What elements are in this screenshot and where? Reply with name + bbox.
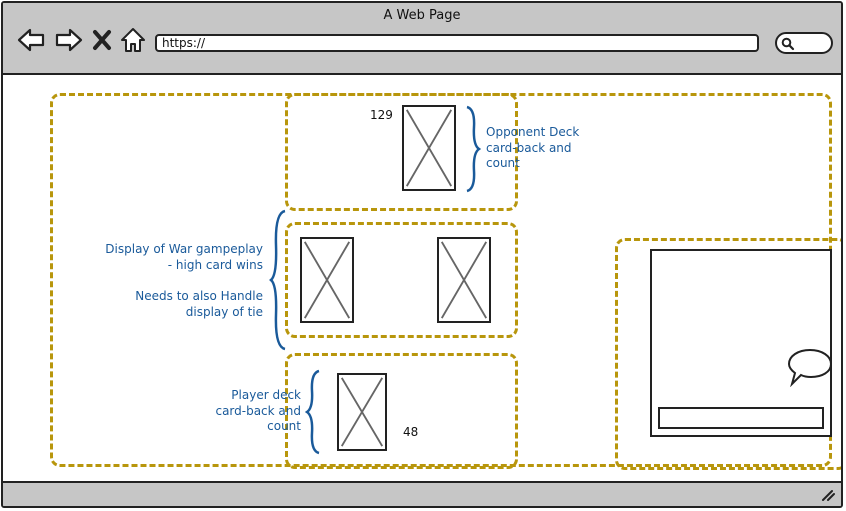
address-bar[interactable]: https:// — [155, 34, 759, 52]
note-line: Display of War gampeplay — [105, 242, 263, 256]
player-card-count: 48 — [403, 425, 419, 439]
browser-toolbar: A Web Page https:// — [3, 3, 841, 75]
note-line: Needs to also Handle — [135, 289, 263, 303]
battle-region — [285, 222, 518, 338]
home-icon[interactable] — [119, 27, 147, 53]
note-line: Player deck — [231, 388, 301, 402]
player-deck-note: Player deck card-back and count — [199, 388, 301, 435]
player-deck-region — [285, 353, 518, 469]
opponent-deck-note: Opponent Deck card-back and count — [486, 125, 579, 172]
note-line: card-back and — [486, 140, 572, 155]
note-line: count — [267, 419, 301, 433]
resize-grip-icon[interactable] — [821, 489, 835, 501]
chat-window — [650, 249, 834, 437]
search-icon — [781, 37, 795, 51]
note-line: - high card wins — [167, 257, 263, 272]
note-line: count — [486, 156, 520, 170]
battle-gameplay-note: Display of War gampeplay - high card win… — [103, 242, 263, 273]
search-box[interactable] — [775, 32, 833, 54]
browser-status-bar — [3, 481, 841, 506]
opponent-played-card[interactable] — [300, 237, 354, 323]
close-x-icon[interactable] — [91, 27, 113, 53]
window-title: A Web Page — [383, 8, 461, 23]
battle-note-brace — [269, 209, 286, 351]
back-arrow-icon[interactable] — [17, 27, 45, 53]
note-line: Opponent Deck — [486, 125, 580, 139]
opponent-note-brace — [466, 105, 481, 193]
chat-region — [615, 238, 841, 470]
tie-handling-note: Needs to also Handle display of tie — [103, 289, 263, 320]
speech-bubble-icon[interactable] — [786, 347, 834, 387]
player-deck-card-back[interactable] — [337, 373, 387, 451]
player-played-card[interactable] — [437, 237, 491, 323]
chat-input[interactable] — [658, 407, 824, 429]
note-line: display of tie — [185, 304, 263, 319]
opponent-deck-region — [285, 93, 518, 211]
opponent-card-count: 129 — [370, 108, 393, 122]
forward-arrow-icon[interactable] — [55, 27, 83, 53]
opponent-deck-card-back[interactable] — [402, 105, 456, 191]
note-line: card-back and — [215, 403, 301, 418]
page-content: 129 Opponent Deck card-back and count Di… — [3, 75, 841, 485]
player-note-brace — [305, 369, 320, 455]
